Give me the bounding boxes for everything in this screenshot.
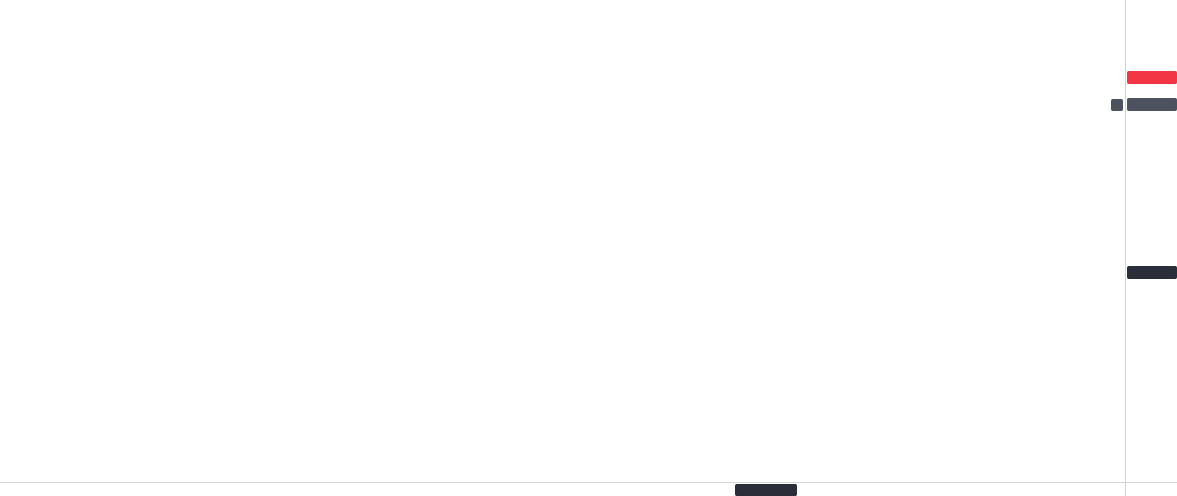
crosshair-price-badge [1127, 98, 1177, 111]
price-line-badge [1127, 266, 1177, 279]
price-axis[interactable] [1125, 0, 1177, 482]
add-alert-button[interactable] [1111, 99, 1123, 111]
axis-corner [1125, 482, 1177, 496]
last-price-badge [1127, 71, 1177, 84]
time-axis[interactable] [0, 482, 1125, 496]
price-chart-canvas[interactable] [0, 0, 1125, 482]
crosshair-date-badge [735, 484, 797, 496]
